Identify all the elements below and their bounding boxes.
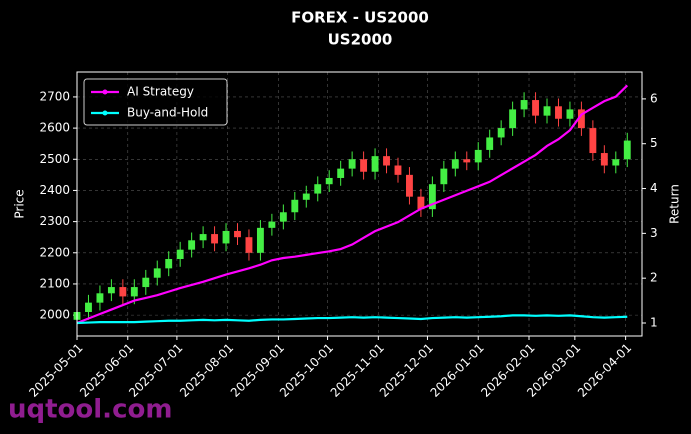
candle-body: [96, 293, 104, 303]
y-tick-label: 2000: [39, 308, 70, 322]
y-tick-label: 2200: [39, 245, 70, 259]
candle-body: [107, 287, 115, 294]
candle-body: [337, 168, 345, 178]
y-tick-label: 2600: [39, 121, 70, 135]
y-tick-label: 2300: [39, 214, 70, 228]
candle-body: [211, 234, 219, 244]
candle-body: [589, 128, 597, 154]
y2-axis-label: Return: [668, 184, 682, 224]
candle-body: [566, 109, 574, 119]
candle-body: [474, 149, 482, 163]
candle-body: [245, 237, 253, 253]
candle-body: [291, 199, 299, 213]
candle-body: [85, 302, 92, 312]
candle-body: [543, 106, 551, 116]
candle-body: [222, 230, 230, 244]
y2-tick-label: 5: [650, 136, 658, 150]
candle-body: [348, 159, 356, 169]
candle-body: [130, 287, 138, 297]
candle-body: [314, 184, 322, 194]
candle-body: [302, 193, 310, 200]
candle-body: [142, 277, 150, 288]
y-tick-label: 2500: [39, 152, 70, 166]
chart-title: FOREX - US2000: [291, 9, 429, 27]
y2-tick-label: 3: [650, 226, 658, 240]
candle-body: [486, 137, 494, 150]
candle-body: [188, 240, 196, 250]
y-axis-label: Price: [13, 189, 27, 218]
candle-body: [451, 159, 459, 169]
y2-tick-label: 1: [650, 316, 658, 330]
candle-body: [119, 287, 127, 297]
legend-marker: [102, 89, 108, 95]
legend-marker: [102, 110, 108, 116]
candle-body: [176, 249, 184, 260]
candle-body: [555, 106, 562, 119]
chart-subtitle: US2000: [328, 31, 393, 49]
y-tick-label: 2700: [39, 89, 70, 103]
candle-body: [199, 234, 207, 241]
candle-body: [383, 156, 390, 166]
candle-body: [165, 259, 173, 269]
candle-body: [440, 168, 448, 185]
candle-body: [497, 128, 505, 138]
y-tick-label: 2100: [39, 276, 70, 290]
line-series: [76, 314, 628, 325]
candle-body: [371, 156, 379, 172]
y-tick-label: 2400: [39, 183, 70, 197]
candle-body: [256, 227, 264, 253]
y2-tick-label: 6: [650, 91, 658, 105]
y2-tick-label: 2: [650, 271, 658, 285]
candle-body: [623, 140, 631, 160]
candle-body: [600, 153, 608, 166]
candle-body: [520, 100, 528, 110]
candle-body: [577, 109, 585, 129]
candle-body: [428, 184, 436, 210]
candle-body: [153, 268, 161, 278]
plot-frame: [76, 71, 643, 337]
watermark: uqtool.com: [8, 395, 172, 425]
candle-body: [394, 165, 402, 175]
y2-tick-label: 4: [650, 181, 658, 195]
candle-body: [532, 100, 539, 116]
line-series: [76, 84, 629, 325]
legend-label: Buy-and-Hold: [127, 106, 208, 120]
candle-body: [325, 177, 333, 185]
candle-body: [463, 159, 471, 163]
candle-body: [234, 230, 241, 238]
legend-label: AI Strategy: [127, 85, 194, 99]
candle-body: [406, 174, 413, 197]
candle-body: [268, 221, 276, 228]
candle-body: [509, 109, 517, 129]
legend-box: [83, 78, 228, 126]
candle-body: [417, 196, 425, 210]
candle-body: [360, 159, 368, 172]
candle-body: [612, 159, 620, 166]
candle-body: [279, 212, 287, 222]
